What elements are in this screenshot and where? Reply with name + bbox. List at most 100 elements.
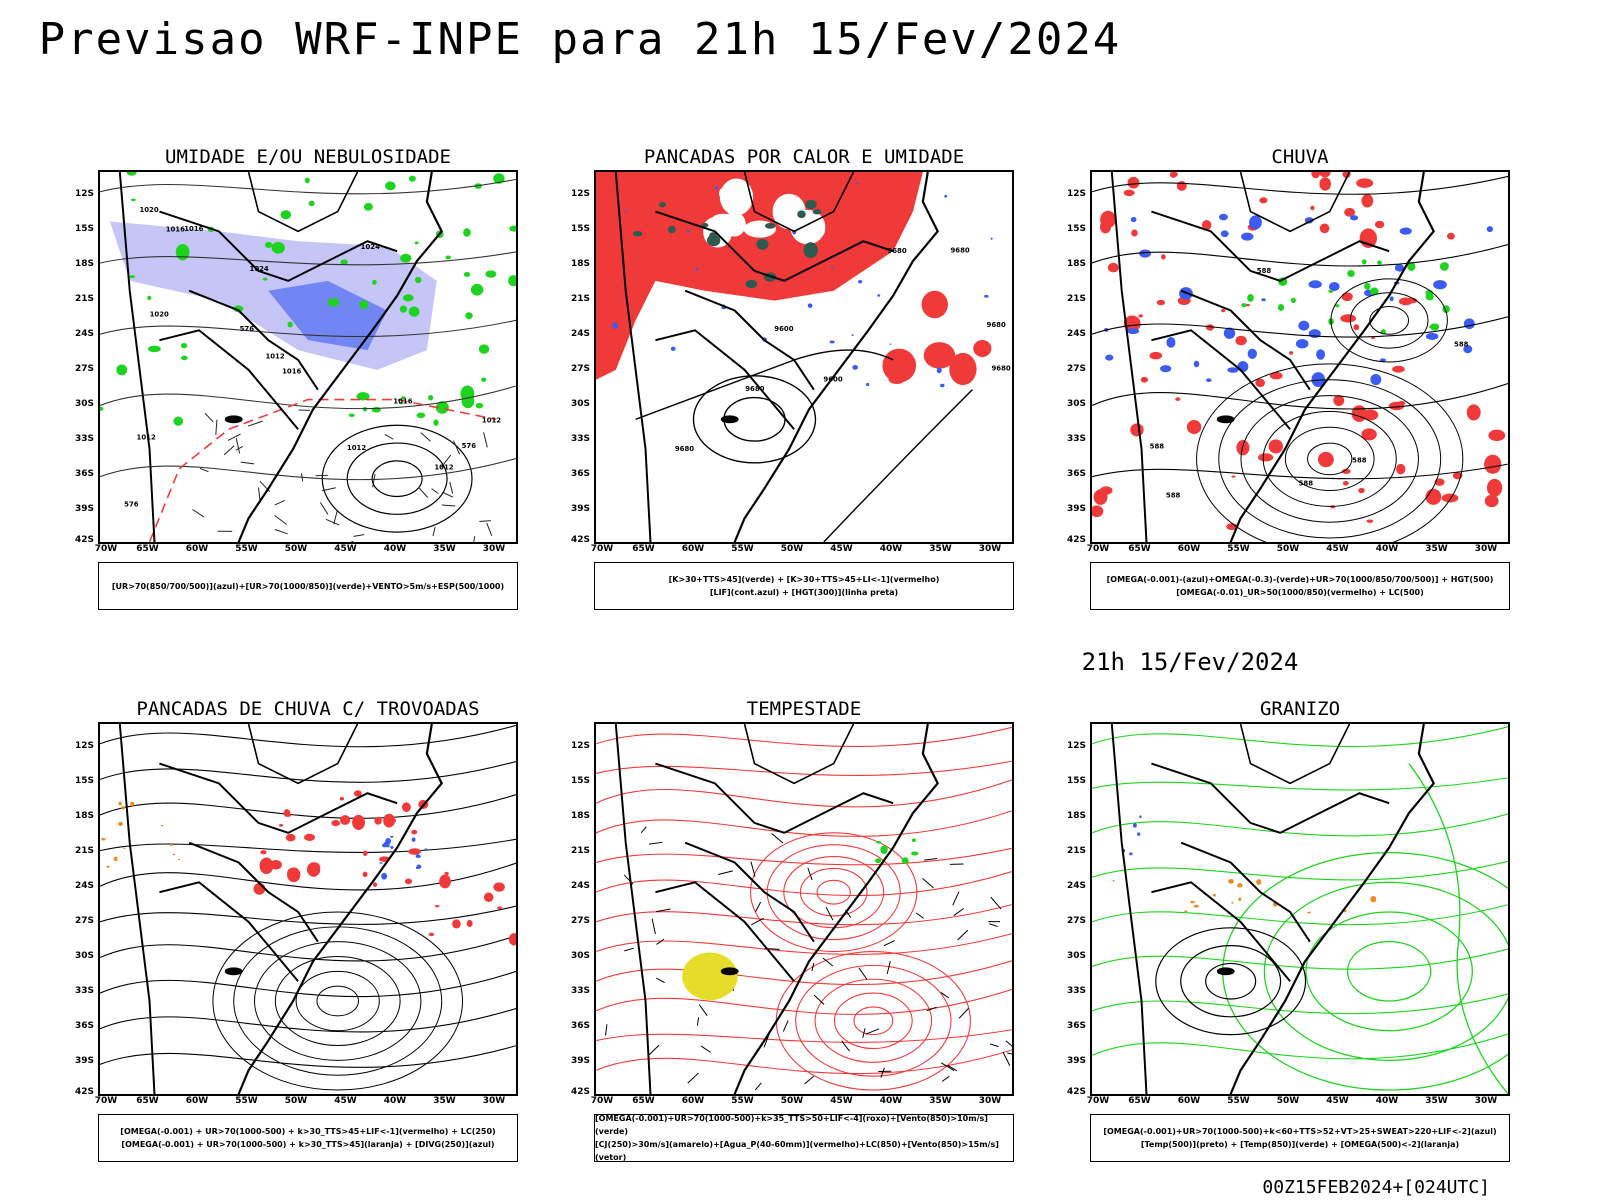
temp-500-contour [1155, 927, 1307, 1036]
wind-arrow [325, 518, 340, 526]
wind-arrow [199, 467, 209, 473]
streamline-250 [100, 970, 516, 998]
humidity-low-level [180, 342, 188, 349]
humidity-low-level [264, 241, 273, 248]
omega-area [1220, 230, 1229, 238]
thunder-area [339, 815, 351, 825]
streamline-250 [100, 838, 516, 853]
hgt500-contour [1262, 410, 1397, 507]
omega-area [1237, 361, 1249, 373]
lon-axis: 70W 65W 60W 55W 50W 45W 40W 35W 30W [591, 544, 1014, 556]
wind-vector-850 [605, 1024, 608, 1036]
lagoon [1216, 415, 1235, 424]
wind-850-area [911, 838, 916, 843]
wind-arrow [372, 474, 376, 488]
wind-vector [100, 385, 516, 410]
wind-vector-850 [990, 896, 1002, 910]
lon-tick-label: 50W [1276, 1096, 1300, 1106]
legend-box: [OMEGA(-0.001)+UR>70(1000-500)+k<60+TTS>… [1090, 1114, 1510, 1162]
rain-area [1201, 219, 1212, 231]
instability-area [121, 806, 125, 810]
lon-axis: 70W 65W 60W 55W 50W 45W 40W 35W 30W [1086, 1096, 1510, 1108]
humidity-low-level [401, 396, 406, 400]
lif-contour [855, 182, 859, 185]
lon-tick-label: 35W [1425, 1096, 1448, 1106]
wind-arrow [441, 504, 456, 507]
lat-tick-label: 42S [570, 1087, 590, 1097]
strong-omega-area [1430, 323, 1440, 331]
rain-area [1096, 492, 1105, 500]
lat-tick-label: 39S [1066, 504, 1086, 514]
lat-tick-label: 30S [1066, 951, 1086, 961]
divergence-area [416, 853, 419, 856]
lon-tick-label: 55W [731, 544, 754, 554]
instability-area [106, 865, 110, 868]
wind-arrow [351, 540, 355, 542]
contour-label: 576 [124, 500, 139, 508]
state-border [1151, 762, 1390, 834]
lon-tick-label: 70W [94, 544, 118, 554]
contour-label: 1020 [150, 311, 169, 319]
contour-label: 9680 [950, 247, 969, 255]
lat-tick-label: 39S [1066, 1056, 1086, 1066]
humidity-low-level [304, 177, 310, 184]
contour-label: 1012 [482, 417, 501, 425]
rain-area [1236, 440, 1250, 456]
lat-tick-label: 42S [74, 1087, 94, 1097]
lon-tick-label: 35W [929, 544, 952, 554]
lon-tick-label: 35W [929, 1096, 952, 1106]
wind-vector-850 [750, 917, 765, 926]
instability-area [123, 847, 126, 849]
rain-area [1319, 172, 1331, 178]
thunder-area [374, 816, 382, 825]
contour-label: 1020 [139, 206, 158, 214]
streamline-250 [100, 862, 516, 891]
wind-vector-850 [755, 901, 762, 912]
omega-area [1399, 227, 1412, 235]
wind-arrow [384, 433, 394, 440]
lon-tick-label: 30W [1474, 544, 1498, 554]
humidity-low-level [400, 253, 412, 263]
rain-area [1127, 176, 1140, 189]
wind-arrow [192, 509, 205, 518]
lif-contour [990, 237, 993, 240]
strong-omega-area [1364, 282, 1371, 290]
wind-vector [100, 458, 516, 481]
panel-title: CHUVA [1271, 146, 1329, 168]
strong-omega-area [1377, 260, 1382, 265]
map-svg: 588 588 588 588 588 588 [1092, 172, 1508, 542]
humidity-low-level [478, 344, 490, 354]
lat-tick-label: 36S [74, 1021, 94, 1031]
lat-tick-label: 18S [74, 259, 94, 269]
lat-axis: 12S 15S 18S 21S 24S 27S 30S 33S 36S 39S 42S [560, 170, 590, 545]
contour-label: 9680 [675, 445, 694, 453]
legend-line: [OMEGA(-0.001) + UR>70(1000-500) + k>30_… [121, 1140, 495, 1149]
lon-tick-label: 35W [1425, 544, 1448, 554]
lat-axis: 12S 15S 18S 21S 24S 27S 30S 33S 36S 39S 42S [64, 722, 94, 1097]
divergence-area [381, 843, 387, 848]
humidity-low-level [372, 279, 377, 285]
lif-contour [611, 322, 618, 329]
lagoon [720, 415, 739, 424]
lon-tick-label: 70W [1086, 1096, 1110, 1106]
rain-area [1371, 336, 1376, 340]
contour-label: 576 [462, 442, 477, 450]
streamline [1092, 316, 1508, 338]
mid-title-text: 21h 15/Fev/2024 [1081, 648, 1299, 676]
thunder-area [260, 850, 267, 855]
thunder-area [466, 919, 473, 928]
strong-omega-area [1347, 269, 1355, 278]
lon-tick-label: 30W [482, 1096, 506, 1106]
humidity-low-level [262, 277, 268, 281]
thunder-area [408, 848, 421, 855]
lat-tick-label: 15S [570, 224, 590, 234]
instability-area [764, 222, 776, 229]
humidity-low-level [129, 275, 136, 279]
andes-border [1110, 724, 1148, 1094]
wind-arrow [235, 446, 244, 451]
lagoon [224, 967, 243, 976]
humidity-low-level [433, 419, 439, 426]
humidity-low-level [493, 173, 505, 184]
wind-vector-850 [750, 861, 756, 877]
lat-tick-label: 18S [1066, 811, 1086, 821]
